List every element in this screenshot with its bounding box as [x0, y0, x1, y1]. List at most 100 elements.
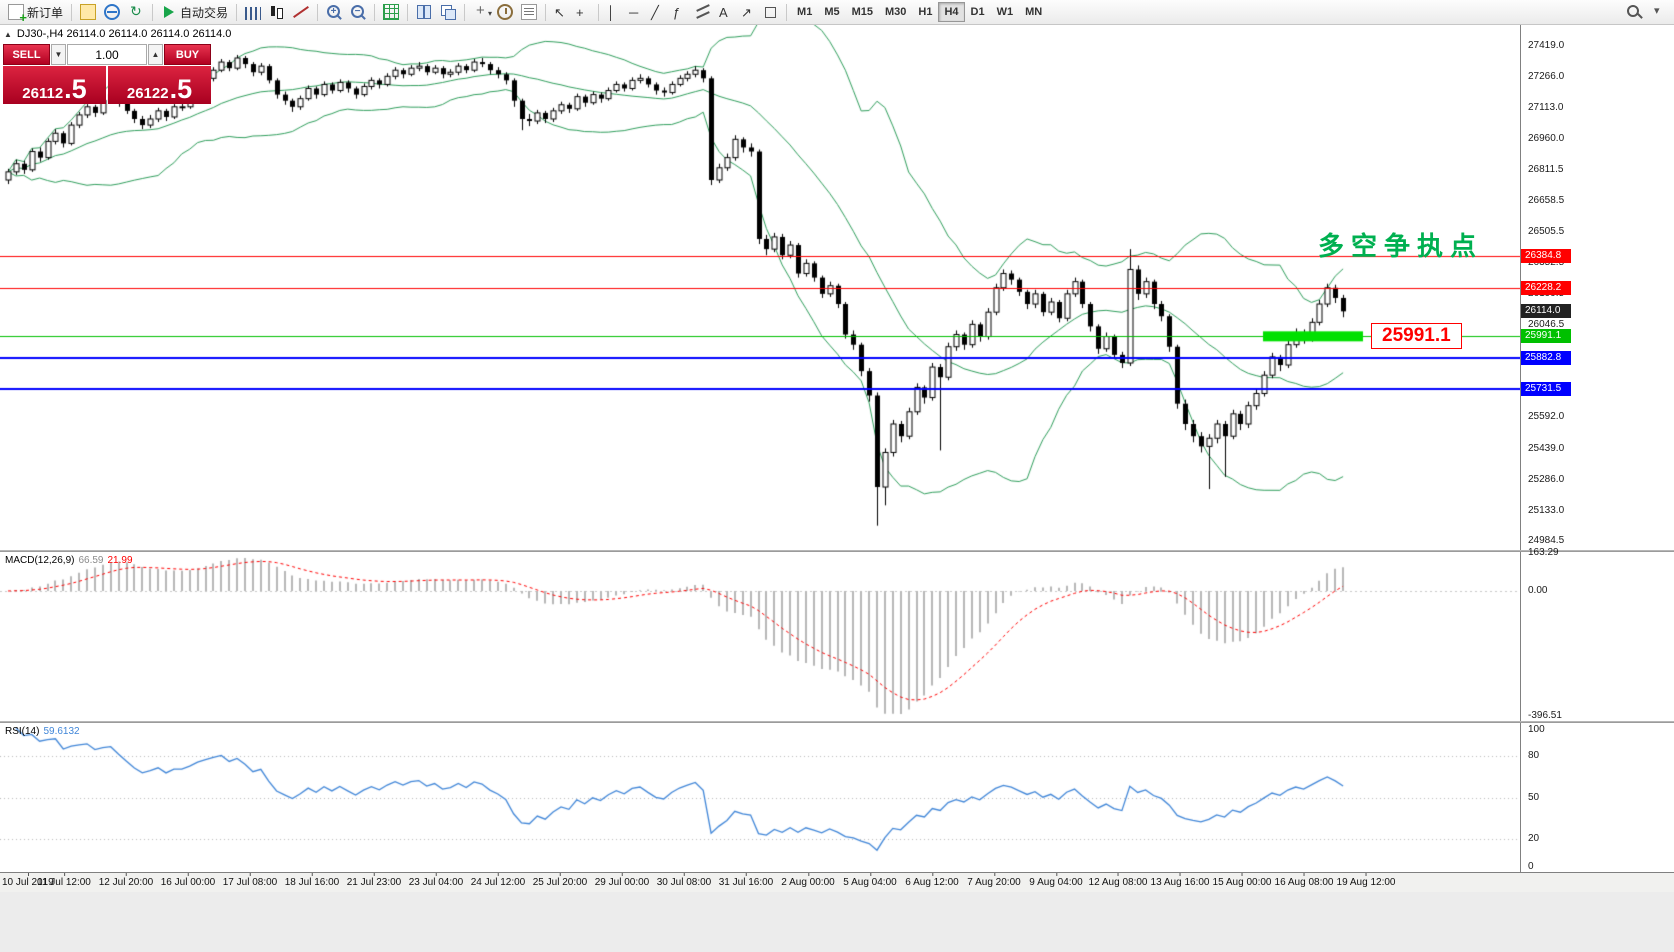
volume-input[interactable] [67, 44, 147, 65]
buy-button[interactable]: BUY [164, 44, 211, 65]
time-label: 31 Jul 16:00 [718, 873, 774, 888]
menu-icon [1650, 4, 1666, 20]
template-icon [521, 4, 538, 20]
trendline-button[interactable]: ╱ [647, 2, 669, 23]
profiles-button[interactable] [100, 2, 124, 23]
timeframe-h4-button[interactable]: H4 [938, 2, 965, 22]
quick-menu-button[interactable] [1646, 2, 1670, 23]
time-label: 16 Jul 00:00 [160, 873, 216, 888]
linechart-icon [293, 4, 309, 20]
zoomout-icon [350, 4, 366, 20]
refresh-button[interactable] [124, 2, 148, 23]
time-label: 17 Jul 08:00 [222, 873, 278, 888]
candlestick-chart-button[interactable] [265, 2, 289, 23]
toolbar-separator [545, 3, 547, 21]
ohlc-header: ▲ DJ30-,H4 26114.0 26114.0 26114.0 26114… [4, 28, 231, 40]
tile-windows-button[interactable] [412, 2, 436, 23]
shapes-icon [765, 6, 777, 18]
refresh-icon [128, 3, 144, 20]
buy-price-button[interactable]: 26122.5 [108, 66, 211, 104]
timeframe-d1-button[interactable]: D1 [965, 2, 991, 22]
buy-price-main: 26122 [126, 85, 169, 102]
shapes-button[interactable] [759, 2, 782, 23]
vertical-line-button[interactable]: │ [603, 2, 625, 23]
bar-chart-button[interactable] [241, 2, 265, 23]
sell-price-pips: .5 [64, 74, 87, 104]
timeframe-m15-button[interactable]: M15 [846, 2, 879, 22]
vertical-line-icon: │ [607, 4, 616, 20]
objects-icon [473, 2, 492, 20]
toolbar-separator [71, 3, 73, 21]
text-button[interactable]: A [715, 2, 737, 23]
toolbar-right-group [1622, 2, 1670, 23]
panel-separator[interactable] [0, 550, 1674, 552]
timeframe-w1-button[interactable]: W1 [991, 2, 1020, 22]
timeframe-m30-button[interactable]: M30 [879, 2, 912, 22]
globe-icon [104, 4, 121, 20]
toolbar-separator [407, 3, 409, 21]
volume-decrease-button[interactable]: ▼ [51, 44, 66, 65]
auto-trading-button-label: 自动交易 [180, 5, 229, 20]
toolbar-separator [152, 3, 154, 21]
new-order-button-label: 新订单 [27, 5, 64, 20]
price-level-label[interactable]: 25991.1 [1371, 323, 1462, 349]
trade-controls-row: SELL ▼ ▲ BUY [3, 44, 211, 65]
line-chart-button[interactable] [289, 2, 313, 23]
crosshair-button[interactable]: + [572, 2, 594, 23]
toolbar-separator [374, 3, 376, 21]
period-button[interactable] [493, 2, 517, 23]
one-click-trading-widget: SELL ▼ ▲ BUY 26112.5 26122.5 [3, 44, 211, 104]
tile-icon [416, 4, 432, 20]
contention-annotation[interactable]: 多空争执点 [1318, 231, 1484, 261]
indicators-button[interactable] [379, 2, 403, 23]
fibonacci-button[interactable]: ƒ [669, 2, 691, 23]
volume-increase-button[interactable]: ▲ [148, 44, 163, 65]
toolbar-separator [598, 3, 600, 21]
rsi-indicator-label: RSI(14) 59.6132 [5, 726, 80, 737]
horizontal-line-icon: ─ [629, 4, 639, 20]
zoom-in-button[interactable] [322, 2, 346, 23]
channel-button[interactable] [691, 2, 715, 23]
trade-prices-row: 26112.5 26122.5 [3, 66, 211, 104]
sell-button[interactable]: SELL [3, 44, 50, 65]
timeframe-h1-button[interactable]: H1 [912, 2, 938, 22]
template-button[interactable] [517, 2, 541, 23]
cursor-button[interactable]: ↖ [550, 2, 572, 23]
time-axis[interactable]: 10 Jul 2019 11 Jul 12:00 12 Jul 20:00 16 Ju… [0, 872, 1674, 892]
new-order-button[interactable]: 新订单 [4, 2, 67, 25]
time-label: 12 Aug 08:00 [1088, 873, 1148, 888]
candles-icon [269, 4, 285, 20]
cursor-icon: ↖ [554, 4, 565, 20]
channel-icon [695, 4, 711, 20]
clock-icon [497, 4, 514, 20]
time-label: 9 Aug 04:00 [1029, 873, 1083, 888]
one-click-toggle-icon[interactable]: ▲ [4, 29, 12, 39]
horizontal-line-button[interactable]: ─ [625, 2, 647, 23]
search-button[interactable] [1622, 2, 1646, 23]
new-object-button[interactable] [469, 2, 493, 23]
chart-window-button[interactable] [76, 2, 100, 23]
timeframe-m1-button[interactable]: M1 [791, 2, 818, 22]
zoom-out-button[interactable] [346, 2, 370, 23]
trendline-icon: ╱ [651, 4, 659, 20]
toolbar-separator [236, 3, 238, 21]
timeframe-mn-button[interactable]: MN [1019, 2, 1048, 22]
timeframe-m5-button[interactable]: M5 [818, 2, 845, 22]
arrow-object-button[interactable]: ↗ [737, 2, 759, 23]
cascade-windows-button[interactable] [436, 2, 460, 23]
time-label: 11 Jul 12:00 [37, 873, 91, 888]
time-label: 25 Jul 20:00 [532, 873, 588, 888]
panel-separator[interactable] [0, 721, 1674, 723]
price-axis[interactable] [1520, 25, 1674, 872]
auto-trading-button[interactable]: 自动交易 [157, 2, 232, 23]
time-label: 2 Aug 00:00 [781, 873, 835, 888]
crosshair-icon: + [576, 4, 584, 20]
toolbar-separator [464, 3, 466, 21]
time-label: 7 Aug 20:00 [967, 873, 1021, 888]
time-label: 30 Jul 08:00 [656, 873, 712, 888]
sell-price-button[interactable]: 26112.5 [3, 66, 106, 104]
buy-price-pips: .5 [169, 74, 193, 104]
arrow-object-icon: ↗ [741, 4, 752, 20]
